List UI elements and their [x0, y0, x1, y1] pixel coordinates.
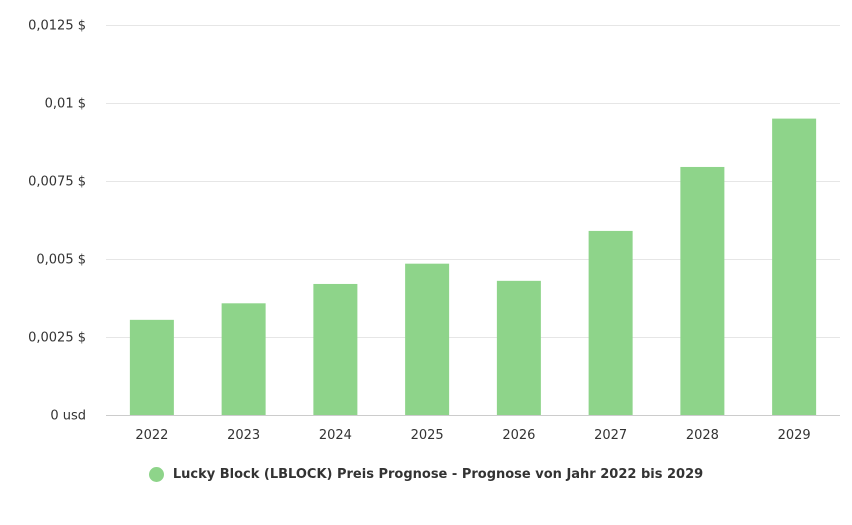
y-tick-label: 0,0025 $	[28, 331, 86, 346]
bar-2022[interactable]	[129, 319, 174, 415]
gridlines	[106, 25, 840, 416]
x-tick-label: 2029	[778, 428, 811, 443]
x-tick-label: 2022	[135, 428, 168, 443]
legend-label: Lucky Block (LBLOCK) Preis Prognose - Pr…	[172, 466, 704, 482]
bar-2028[interactable]	[680, 166, 725, 415]
y-tick-label: 0,0075 $	[28, 175, 86, 190]
bar-2029[interactable]	[772, 118, 817, 415]
legend-item[interactable]: Lucky Block (LBLOCK) Preis Prognose - Pr…	[148, 466, 704, 482]
legend: Lucky Block (LBLOCK) Preis Prognose - Pr…	[0, 462, 852, 486]
legend-swatch-icon	[148, 466, 164, 482]
y-tick-label: 0,01 $	[45, 97, 86, 112]
y-axis-ticks: 0 usd 0,0025 $ 0,005 $ 0,0075 $ 0,01 $ 0,0125…	[28, 19, 86, 424]
x-tick-label: 2024	[319, 428, 352, 443]
x-axis-ticks: 2022 2023 2024 2025 2026 2027 2028 2029	[135, 428, 810, 443]
x-tick-label: 2026	[502, 428, 535, 443]
bars	[129, 118, 817, 415]
bar-2024[interactable]	[313, 283, 358, 415]
x-tick-label: 2028	[686, 428, 719, 443]
bar-2023[interactable]	[221, 303, 266, 415]
bar-2026[interactable]	[496, 280, 541, 415]
x-tick-label: 2027	[594, 428, 627, 443]
y-tick-label: 0,0125 $	[28, 19, 86, 34]
bar-2027[interactable]	[588, 230, 633, 415]
y-tick-label: 0 usd	[50, 409, 86, 424]
bar-2025[interactable]	[405, 263, 450, 415]
x-tick-label: 2023	[227, 428, 260, 443]
bar-chart: 0 usd 0,0025 $ 0,005 $ 0,0075 $ 0,01 $ 0,0125…	[28, 19, 840, 443]
x-tick-label: 2025	[411, 428, 444, 443]
y-tick-label: 0,005 $	[36, 253, 86, 268]
